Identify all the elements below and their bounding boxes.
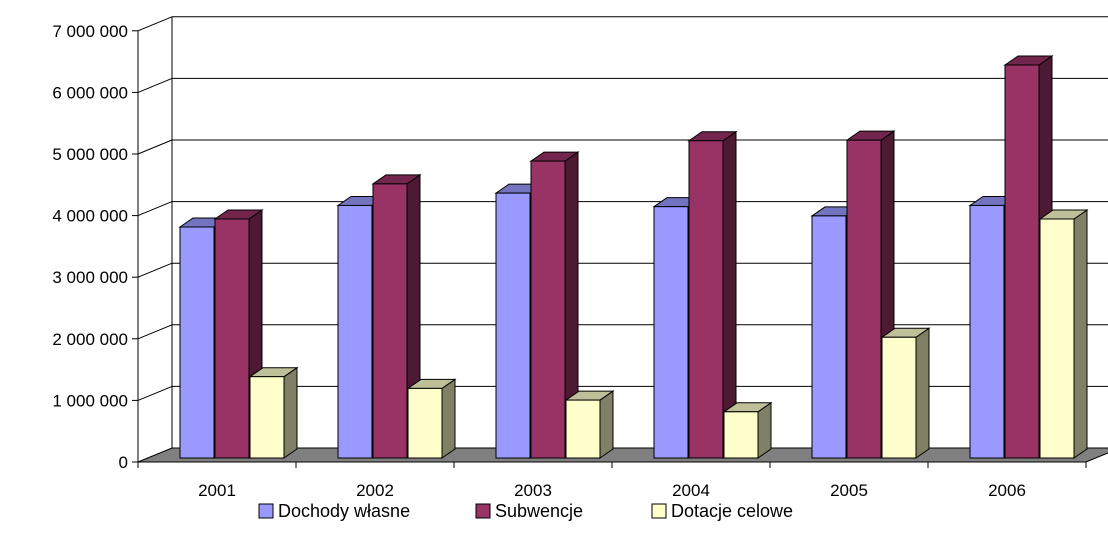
gridline-diagonal [137,385,173,401]
bar [529,151,580,459]
bar-front [179,226,215,459]
legend-label: Dotacje celowe [671,501,793,521]
gridline-diagonal [137,139,173,155]
x-tick-label: 2004 [672,481,710,500]
bar-side [599,390,614,459]
legend-item: Dochody własne [258,501,410,521]
bar-front [214,218,250,459]
bar-front [846,139,882,459]
bar-front [495,192,531,459]
bar-front [530,160,566,459]
bar-front [337,204,373,459]
legend-label: Dochody własne [278,501,410,521]
bar-front [372,183,408,459]
bar [722,401,773,459]
gridlines [137,16,1108,401]
legend-item: Subwencje [475,501,583,521]
y-tick-label: 7 000 000 [52,22,128,41]
bars [178,55,1089,459]
legend: Dochody własne Subwencje Dotacje celowe [258,501,793,521]
bar-front [653,206,689,459]
y-tick-label: 0 [119,453,128,472]
bar [564,390,615,459]
bar [880,327,931,459]
y-tick-label: 4 000 000 [52,207,128,226]
bar-front [1039,218,1075,459]
bar-front [881,336,917,459]
bar-front [1004,64,1040,459]
bar [687,130,738,459]
y-tick-label: 6 000 000 [52,83,128,102]
y-tick-label: 1 000 000 [52,391,128,410]
x-axis: 2001 2002 2003 2004 2005 2006 [137,461,1087,500]
bar-front [407,387,443,459]
bar-front [249,376,285,459]
x-tick-label: 2002 [356,481,394,500]
gridline-diagonal [137,77,173,93]
y-axis: 0 1 000 000 2 000 000 3 000 000 4 000 000 5 0… [52,22,139,472]
legend-swatch [651,503,667,519]
bar-front [723,411,759,459]
legend-item: Dotacje celowe [651,501,793,521]
bar-front [688,140,724,459]
gridline-diagonal [137,201,173,217]
bar [1038,209,1089,459]
bar-side [1073,209,1088,459]
gridline-diagonal [137,16,173,32]
x-tick-label: 2006 [988,481,1026,500]
legend-label: Subwencje [495,501,583,521]
bar-side [757,401,772,459]
y-tick-label: 5 000 000 [52,145,128,164]
bar [406,378,457,459]
bar-front [969,204,1005,459]
bar-side [441,378,456,459]
legend-swatch [258,503,274,519]
bar-front [565,399,601,459]
x-tick-label: 2005 [830,481,868,500]
bar-side [915,327,930,459]
legend-swatch [475,503,491,519]
y-tick-label: 3 000 000 [52,268,128,287]
x-tick-label: 2003 [514,481,552,500]
gridline-diagonal [137,324,173,340]
x-tick-label: 2001 [198,481,236,500]
bar-side [283,366,298,459]
gridline-diagonal [137,262,173,278]
bar-front [811,215,847,459]
bar [248,366,299,459]
y-tick-label: 2 000 000 [52,330,128,349]
